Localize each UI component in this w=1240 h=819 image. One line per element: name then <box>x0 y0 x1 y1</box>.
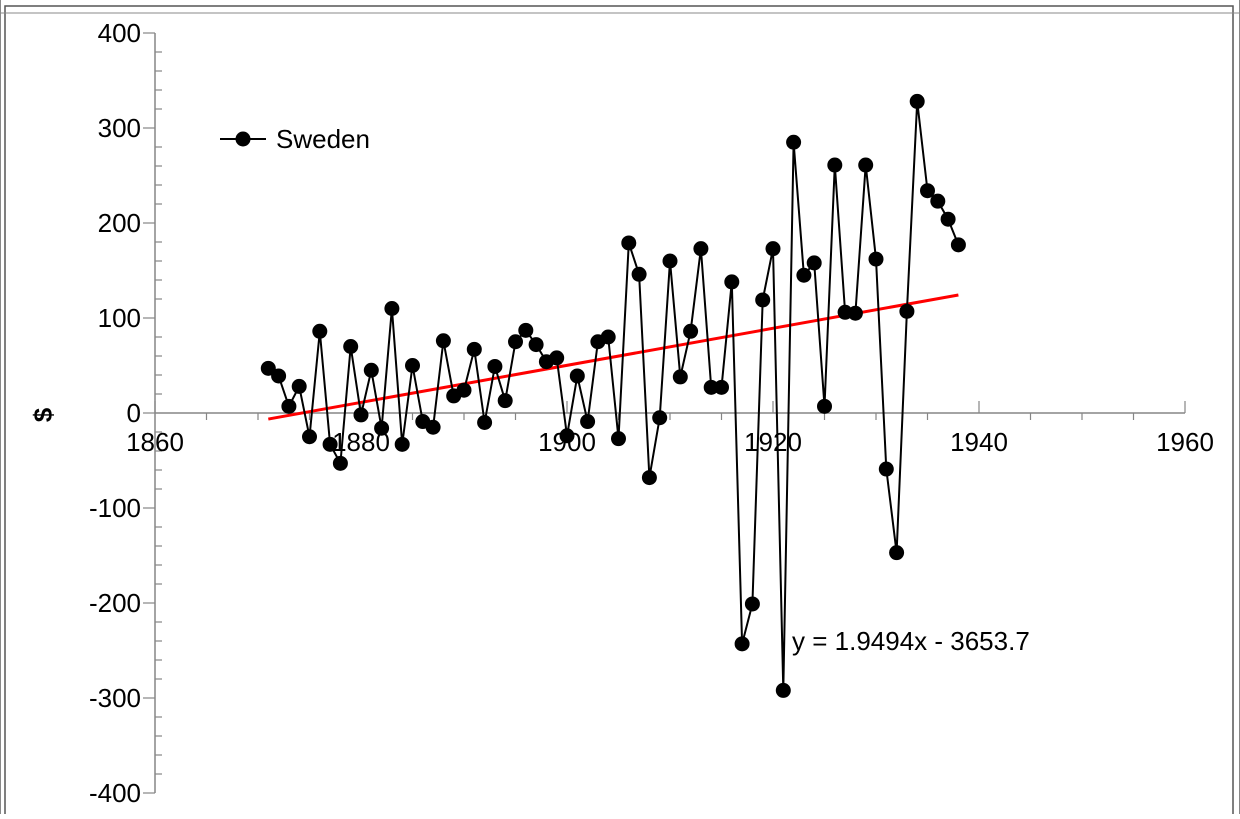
data-point <box>394 436 410 452</box>
data-point <box>817 398 832 414</box>
series-group <box>260 93 966 698</box>
data-point <box>528 337 544 353</box>
data-point <box>425 419 441 435</box>
data-point <box>858 157 874 173</box>
data-point <box>435 333 451 349</box>
data-point <box>652 410 668 426</box>
y-tick-label: 100 <box>98 303 141 333</box>
data-point <box>765 241 781 257</box>
data-point <box>477 415 493 430</box>
y-tick-label: 400 <box>98 18 141 48</box>
data-point <box>621 235 637 251</box>
data-point <box>322 436 338 452</box>
data-point <box>950 237 966 253</box>
y-tick-label: -200 <box>89 588 141 618</box>
data-point <box>559 428 575 444</box>
data-point <box>291 378 307 394</box>
data-point <box>600 329 616 345</box>
legend-marker <box>235 131 251 147</box>
trendline-equation: y = 1.9494x - 3653.7 <box>792 626 1030 656</box>
y-axis-title: $ <box>28 407 58 422</box>
y-tick-label: 0 <box>127 398 141 428</box>
data-point <box>827 157 843 173</box>
data-point <box>466 341 482 357</box>
y-tick-label: 200 <box>98 208 141 238</box>
data-point <box>384 301 400 316</box>
data-point <box>899 303 915 319</box>
data-point <box>363 362 379 378</box>
data-point <box>878 461 894 477</box>
data-point <box>312 323 328 339</box>
data-point <box>497 393 513 409</box>
data-point <box>755 292 771 308</box>
series-line-sweden <box>267 101 960 691</box>
y-tick-label: -100 <box>89 493 141 523</box>
y-tick-label: -300 <box>89 683 141 713</box>
data-point <box>281 398 297 414</box>
x-tick-label: 1920 <box>744 427 802 457</box>
data-point <box>714 379 729 395</box>
data-point <box>847 305 863 321</box>
data-point <box>260 360 276 376</box>
data-point <box>930 193 946 209</box>
x-tick-label: 1940 <box>950 427 1008 457</box>
data-point <box>405 358 420 373</box>
data-point <box>518 322 534 338</box>
legend-entry-sweden: Sweden <box>276 124 370 154</box>
data-point <box>641 470 657 486</box>
data-point <box>353 407 369 423</box>
data-point <box>796 267 812 283</box>
axes-group: -400-300-200-100010020030040018601880190… <box>89 18 1214 808</box>
data-point <box>611 431 626 447</box>
chart-area-border <box>4 5 1234 819</box>
data-point <box>806 255 822 271</box>
x-tick-label: 1960 <box>1156 427 1214 457</box>
x-tick-label: 1860 <box>126 427 184 457</box>
data-point <box>631 266 647 282</box>
legend: Sweden <box>220 124 370 154</box>
data-point <box>271 368 287 384</box>
data-point <box>343 339 359 354</box>
data-point <box>775 682 791 698</box>
data-point <box>569 368 585 384</box>
data-point <box>302 429 317 445</box>
data-point <box>724 274 740 290</box>
data-point <box>549 350 565 366</box>
data-point <box>868 251 884 267</box>
data-point <box>744 596 760 612</box>
data-point <box>508 334 523 350</box>
data-point <box>580 414 596 430</box>
data-point <box>683 323 699 339</box>
data-point <box>374 420 390 436</box>
y-tick-label: 300 <box>98 113 141 143</box>
data-point <box>662 253 678 269</box>
data-point <box>693 241 709 257</box>
data-point <box>332 455 348 471</box>
data-point <box>734 636 750 652</box>
data-point <box>909 93 925 109</box>
data-point <box>456 382 472 398</box>
data-point <box>940 211 956 227</box>
data-point <box>672 369 688 385</box>
data-point <box>920 183 935 199</box>
data-point <box>703 379 719 395</box>
data-point <box>487 358 503 374</box>
data-point <box>786 134 802 150</box>
y-tick-label: -400 <box>89 778 141 808</box>
data-point <box>889 545 905 561</box>
